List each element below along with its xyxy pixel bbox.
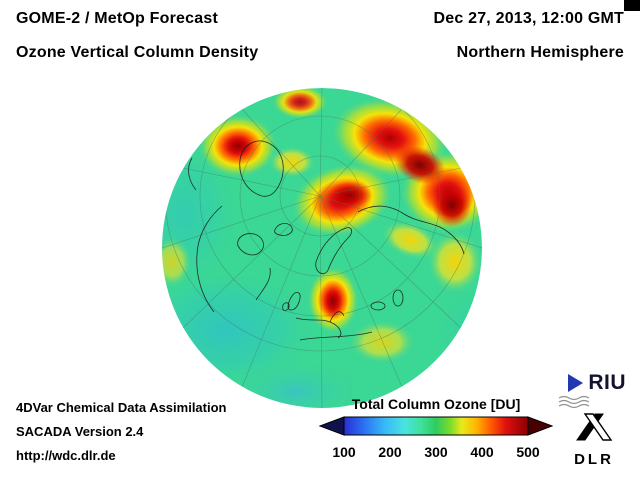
colorbar-right-arrow [527,416,554,436]
colorbar-left-arrow [318,416,345,436]
hemisphere-label: Northern Hemisphere [456,44,624,61]
tick-500: 500 [516,444,540,460]
dlr-logo-text: DLR [574,451,614,468]
tick-400: 400 [470,444,494,460]
riu-waves-icon [558,395,590,409]
version-label: SACADA Version 2.4 [16,424,144,439]
url-label: http://wdc.dlr.de [16,448,116,463]
dlr-emblem-icon [576,413,613,441]
riu-triangle-icon [568,374,584,392]
forecast-title: GOME-2 / MetOp Forecast [16,10,218,27]
colorbar-title: Total Column Ozone [DU] [351,396,521,412]
colorbar-ticks: 100 200 300 400 500 [318,444,554,462]
riu-logo: RIU [568,371,626,395]
dlr-logo: DLR [556,409,632,468]
timestamp: Dec 27, 2013, 12:00 GMT [433,10,624,27]
coastlines [188,140,465,341]
assimilation-label: 4DVar Chemical Data Assimilation [16,400,227,415]
colorbar: Total Column Ozone [DU] [318,396,554,462]
tick-100: 100 [332,444,356,460]
colorbar-gradient [318,416,554,436]
tick-200: 200 [378,444,402,460]
corner-mark [624,0,640,11]
tick-300: 300 [424,444,448,460]
plot-title: Ozone Vertical Column Density [16,44,259,61]
riu-logo-text: RIU [588,371,626,394]
